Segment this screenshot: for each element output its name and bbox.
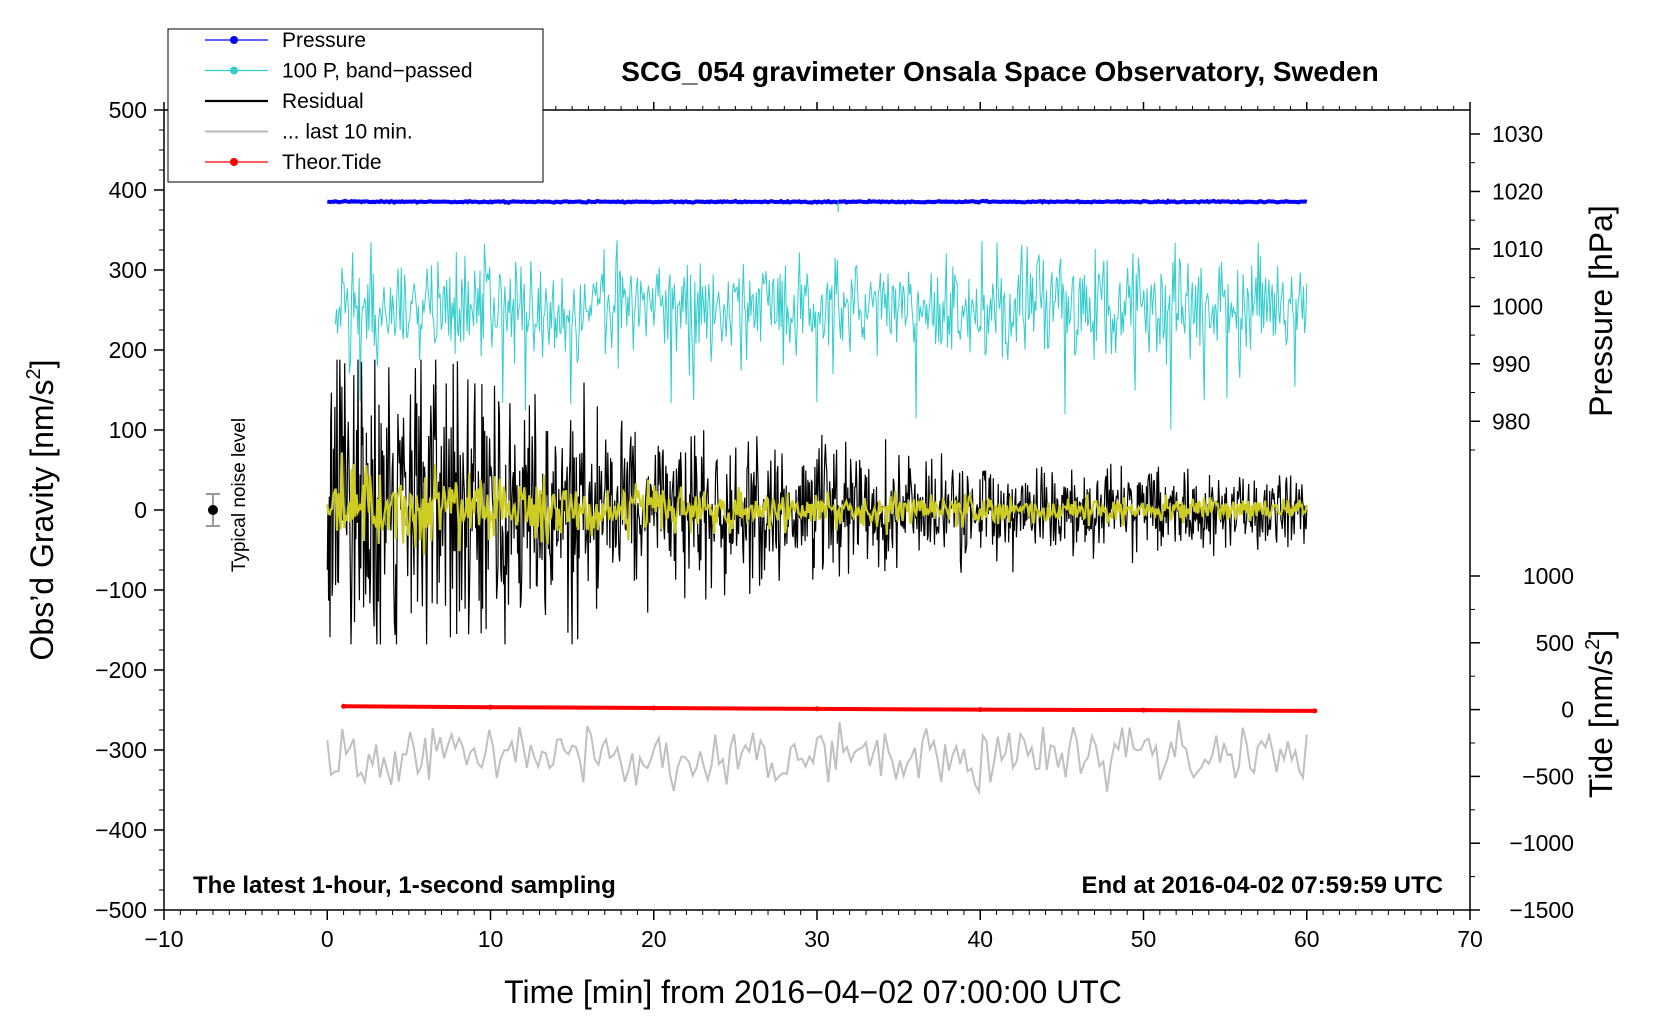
y-axis-title-gravity-sup: 2 [23,368,45,379]
x-tick-label: 10 [478,926,504,952]
y-tick-label: −100 [95,577,147,603]
x-tick-label: −10 [144,926,183,952]
y-tick-label: 500 [109,97,147,123]
y-tick-label: 100 [109,417,147,443]
y-tick-label: −500 [95,897,147,923]
series-residual-smoothed [326,452,1308,555]
x-tick-label: 20 [641,926,667,952]
pressure-tick-label: 1030 [1492,121,1543,147]
sampling-note: The latest 1-hour, 1-second sampling [193,872,616,899]
tide-point [1141,707,1146,713]
y-axis-title-gravity-tail: ] [24,360,60,369]
y-axis-pressure: 980 990 1000 1010 1020 1030 [1470,121,1543,451]
series-pressure-bandpassed [334,240,1308,430]
legend-box [167,28,544,183]
end-time-note: End at 2016-04-02 07:59:59 UTC [1082,872,1444,899]
legend-label: Theor.Tide [282,151,382,174]
y-axis-title-tide: Tide [nm/s2] [1582,630,1619,798]
x-axis: −10 0 10 20 30 40 50 60 70 [144,102,1483,952]
y-tick-label: −300 [95,737,147,763]
x-tick-label: 60 [1294,926,1320,952]
y-tick-label: 200 [109,337,147,363]
noise-center-dot [207,505,218,515]
tide-point [814,706,820,712]
x-tick-label: 0 [321,926,334,952]
y-tick-label: −400 [95,817,147,843]
x-tick-label: 50 [1131,926,1157,952]
y-axis-tide: −1500 −1000 −500 0 500 1000 [1470,563,1574,923]
legend-marker [230,36,238,44]
tide-tick-label: 1000 [1523,563,1574,589]
y-axis-title-tide-tail: ] [1583,630,1619,639]
y-tick-label: 0 [134,497,147,523]
series-pressure [327,198,1308,206]
x-tick-label: 70 [1457,926,1483,952]
pressure-tick-label: 1010 [1492,236,1543,262]
tide-tick-label: 0 [1561,697,1574,723]
y-axis-title-pressure: Pressure [hPa] [1583,205,1619,417]
series-layer [326,198,1318,796]
x-axis-title: Time [min] from 2016−04−02 07:00:00 UTC [504,974,1122,1010]
series-last-10-min [326,720,1308,796]
tide-point [977,707,983,713]
chart-title: SCG_054 gravimeter Onsala Space Observat… [621,56,1378,87]
tide-point [651,705,657,711]
tide-tick-label: −1000 [1509,830,1574,856]
pressure-tick-label: 1000 [1492,293,1543,319]
y-tick-label: −200 [95,657,147,683]
y-axis-title-gravity: Obs’d Gravity [nm/s2] [23,360,60,661]
tide-point [488,704,493,710]
tide-tick-label: −500 [1522,763,1574,789]
y-axis-title-tide-sup: 2 [1582,639,1604,650]
noise-label: Typical noise level [229,418,250,572]
x-tick-label: 30 [804,926,830,952]
tide-point [1312,708,1318,714]
tide-tick-label: 500 [1536,630,1574,656]
y-axis-gravity: −500 −400 −300 −200 −100 0 100 200 300 400 500 [95,97,164,923]
pressure-tick-label: 980 [1492,408,1530,434]
legend-label: ... last 10 min. [282,121,413,144]
legend: Pressure 100 P, band−passed Residual ... la… [167,28,544,183]
x-tick-label: 40 [967,926,993,952]
legend-marker [230,66,238,75]
tide-point [341,703,347,709]
noise-level-annotation: Typical noise level [205,418,250,572]
y-axis-title-gravity-main: Obs’d Gravity [nm/s [24,380,60,661]
y-axis-title-tide-main: Tide [nm/s [1583,650,1619,798]
legend-label: Residual [282,90,364,113]
tide-tick-label: −1500 [1509,897,1574,923]
legend-label: Pressure [282,29,366,52]
legend-marker [230,158,238,166]
pressure-tick-label: 990 [1492,351,1530,377]
y-tick-label: 300 [109,257,147,283]
y-tick-label: 400 [109,177,147,203]
series-residual [326,359,1308,645]
legend-label: 100 P, band−passed [282,60,473,83]
pressure-tick-label: 1020 [1492,178,1543,204]
